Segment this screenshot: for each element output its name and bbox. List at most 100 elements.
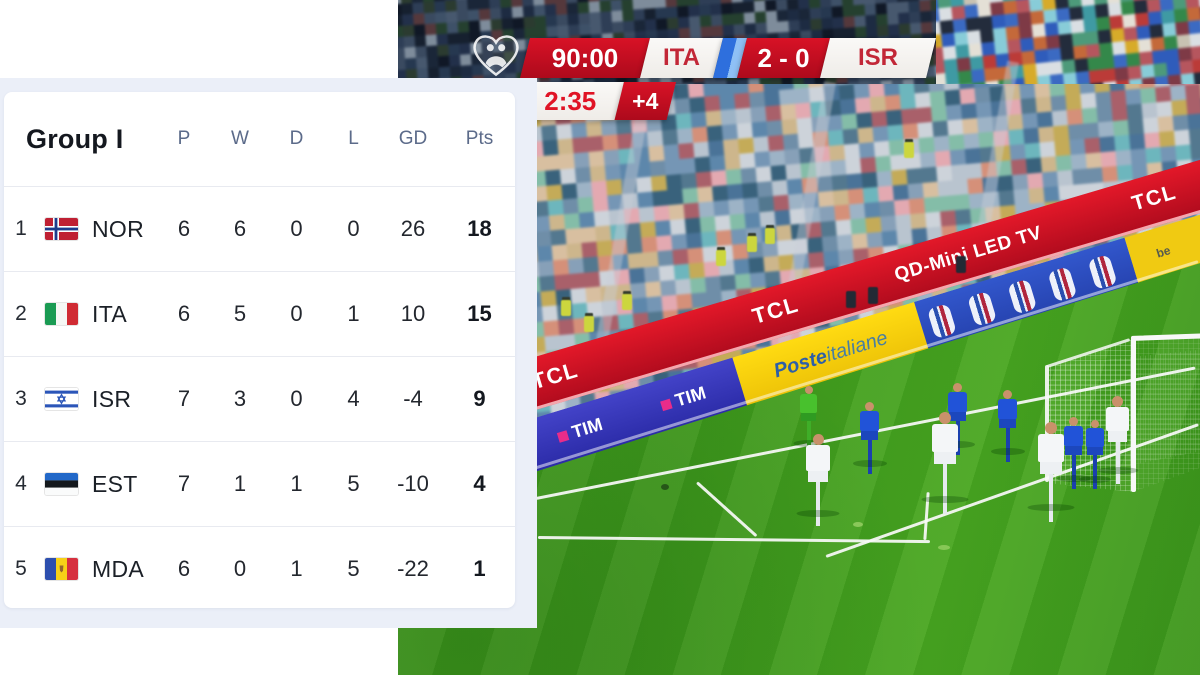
player-shadow — [1097, 467, 1138, 474]
team-code: ITA — [92, 300, 127, 327]
steward-hi-vis — [584, 316, 594, 332]
standings-panel: Group I P W D L GD Pts 1 NOR 6 6 0 0 26 … — [0, 78, 537, 628]
played: 6 — [177, 301, 191, 326]
away-team-code: ISR — [820, 38, 936, 78]
italy-player — [1079, 420, 1111, 489]
col-goal-diff: GD — [398, 128, 428, 149]
table-row-nor[interactable]: 1 NOR 6 6 0 0 26 18 — [4, 187, 515, 271]
steward-hi-vis — [765, 228, 775, 244]
col-losses: L — [348, 128, 359, 149]
losses: 1 — [347, 301, 360, 326]
points: 18 — [467, 216, 492, 241]
moldova-flag-icon — [44, 558, 78, 580]
steward-hi-vis — [561, 300, 571, 316]
table-row-mda[interactable]: 5 MDA 6 0 1 5 -22 1 — [4, 526, 515, 608]
team-code: ISR — [92, 385, 132, 412]
rank: 4 — [15, 472, 27, 495]
draws: 1 — [290, 556, 303, 581]
wins: 6 — [233, 216, 247, 241]
team-code: MDA — [92, 555, 145, 582]
broadcast-scoreboard: 90:00 ITA 2 - 0 ISR 2:35 +4 — [398, 0, 1200, 675]
played: 7 — [177, 471, 191, 496]
israel-player — [1027, 422, 1075, 522]
losses: 5 — [347, 471, 360, 496]
table-row-ita[interactable]: 2 ITA 6 5 0 1 10 15 — [4, 271, 515, 356]
israel-player — [796, 434, 840, 526]
steward-hi-vis — [747, 236, 757, 252]
goal-diff: 26 — [400, 216, 426, 241]
flag-cell — [38, 558, 84, 580]
draws: 1 — [290, 471, 303, 496]
points: 1 — [473, 556, 486, 581]
team-code: NOR — [92, 215, 145, 242]
losses: 5 — [347, 556, 360, 581]
flag-cell — [38, 218, 84, 240]
goal-diff: -4 — [403, 386, 423, 411]
standings-rows: 1 NOR 6 6 0 0 26 18 2 ITA 6 5 0 1 10 15 … — [4, 187, 515, 608]
points: 9 — [473, 386, 486, 411]
played: 6 — [177, 556, 191, 581]
table-row-est[interactable]: 4 EST 7 1 1 5 -10 4 — [4, 441, 515, 526]
steward-hi-vis — [716, 250, 726, 266]
grass-mark — [938, 545, 950, 550]
wins: 3 — [233, 386, 247, 411]
losses: 4 — [347, 386, 360, 411]
standings-card: Group I P W D L GD Pts 1 NOR 6 6 0 0 26 … — [4, 92, 515, 608]
points: 4 — [473, 471, 486, 496]
flag-cell — [38, 473, 84, 495]
rank: 5 — [15, 557, 27, 580]
added-time-badge: +4 — [614, 82, 676, 120]
rank: 2 — [15, 302, 27, 325]
italy-player — [1056, 417, 1091, 489]
wins: 0 — [233, 556, 247, 581]
goal-mouth-net — [1133, 331, 1200, 492]
match-clock: 90:00 — [520, 38, 650, 78]
israel-player — [921, 412, 969, 514]
player-shadow — [990, 448, 1025, 455]
italy-player — [990, 390, 1025, 462]
flag-cell — [38, 388, 84, 410]
points: 15 — [467, 301, 492, 326]
flag-cell — [38, 303, 84, 325]
israel-player — [1097, 396, 1138, 484]
player-shadow — [793, 440, 824, 447]
ball-shadow — [661, 484, 669, 490]
wins: 5 — [233, 301, 247, 326]
losses: 0 — [347, 216, 360, 241]
goal-diff: -22 — [397, 556, 429, 581]
score: 2 - 0 — [737, 38, 830, 78]
italy-player — [852, 402, 887, 474]
standings-header: Group I P W D L GD Pts — [4, 92, 515, 187]
player-shadow — [1079, 476, 1111, 483]
group-title: Group I — [26, 123, 124, 154]
european-qualifiers-logo — [473, 35, 519, 77]
col-points: Pts — [465, 128, 494, 149]
goal-diff: -10 — [397, 471, 429, 496]
grass-mark — [853, 522, 863, 527]
rank: 1 — [15, 217, 27, 240]
col-played: P — [177, 128, 191, 149]
player-shadow — [921, 496, 969, 503]
italy-flag-icon — [44, 303, 78, 325]
israel-flag-icon — [44, 388, 78, 410]
norway-flag-icon — [44, 218, 78, 240]
wins: 1 — [233, 471, 247, 496]
table-row-isr[interactable]: 3 ISR 7 3 0 4 -4 9 — [4, 356, 515, 441]
player-shadow — [852, 460, 887, 467]
photographer — [846, 291, 856, 308]
played: 6 — [177, 216, 191, 241]
home-team-code: ITA — [640, 38, 723, 78]
steward-hi-vis — [904, 142, 914, 158]
estonia-flag-icon — [44, 473, 78, 495]
col-wins: W — [231, 128, 249, 149]
played: 7 — [177, 386, 191, 411]
player-shadow — [1027, 504, 1075, 511]
draws: 0 — [290, 386, 303, 411]
photographer — [868, 287, 878, 304]
photographer — [956, 256, 966, 273]
goal-near-post — [1131, 338, 1136, 492]
rank: 3 — [15, 387, 27, 410]
goal-diff: 10 — [400, 301, 426, 326]
steward-hi-vis — [622, 294, 632, 310]
